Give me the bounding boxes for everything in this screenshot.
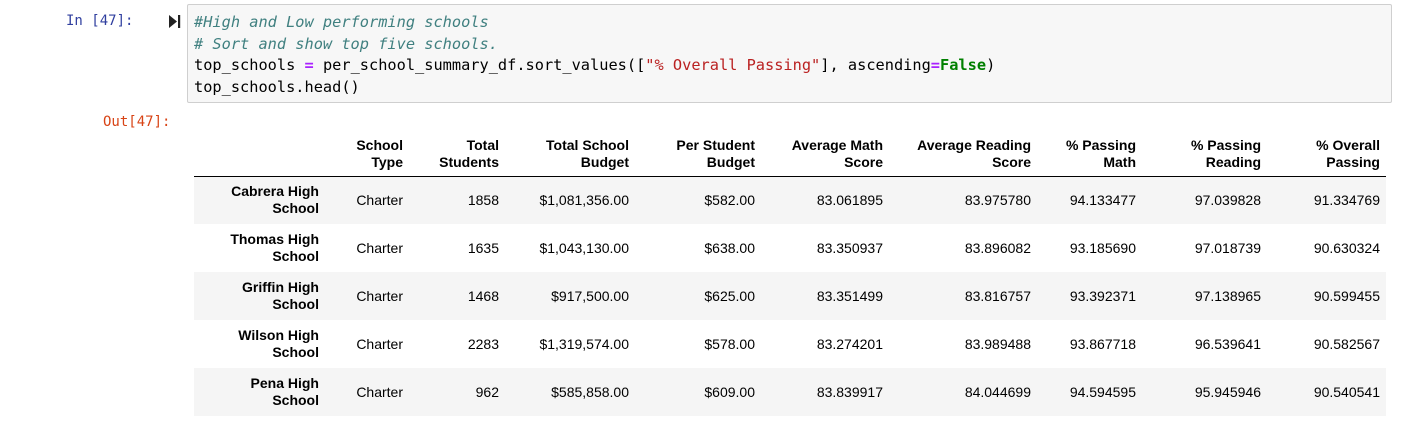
code-token: top_schools.head() <box>194 77 360 96</box>
run-cell-icon[interactable] <box>168 14 181 29</box>
code-token: ], ascending <box>820 56 931 74</box>
table-cell: 83.351499 <box>816 288 883 304</box>
table-cell: $582.00 <box>704 192 755 209</box>
code-token: per_school_summary_df.sort_values([ <box>313 56 646 74</box>
table-cell: $585,858.00 <box>551 384 629 400</box>
table-cell: 90.630324 <box>1313 240 1380 256</box>
row-index: Cabrera High School <box>231 183 319 217</box>
table-cell: 90.599455 <box>1313 288 1380 304</box>
code-string: "% Overall Passing" <box>645 56 821 74</box>
table-cell: 1635 <box>467 240 499 256</box>
table-cell: $1,319,574.00 <box>539 336 629 352</box>
table-cell: 83.839917 <box>816 384 883 400</box>
table-cell: Charter <box>356 240 403 256</box>
table-cell: 84.044699 <box>964 384 1031 400</box>
table-cell: 2283 <box>467 336 499 352</box>
table-cell: 93.867718 <box>1069 336 1136 352</box>
code-operator: = <box>930 56 940 74</box>
code-comment: #High and Low performing schools <box>194 13 489 31</box>
index-header <box>194 132 325 177</box>
code-comment: # Sort and show top five schools. <box>194 34 498 53</box>
table-cell: Charter <box>356 336 403 352</box>
table-cell: 95.945946 <box>1194 384 1261 400</box>
code-editor[interactable]: #High and Low performing schools # Sort … <box>194 12 995 98</box>
table-header-row: School Type Total Students Total School Bud… <box>194 132 1386 177</box>
dataframe-table: School Type Total Students Total School Bud… <box>194 132 1386 416</box>
table-row: Griffin High School Charter 1468 $917,500… <box>194 272 1386 320</box>
column-header: % Overall Passing <box>1267 132 1386 177</box>
table-cell: 1468 <box>467 288 499 304</box>
table-cell: 91.334769 <box>1313 192 1380 209</box>
table-cell: $625.00 <box>704 288 755 304</box>
column-header: Average Reading Score <box>889 132 1037 177</box>
table-cell: 83.975780 <box>964 192 1031 209</box>
column-header: Per Student Budget <box>635 132 761 177</box>
table-cell: 94.594595 <box>1069 384 1136 400</box>
table-cell: $1,081,356.00 <box>539 192 629 209</box>
table-cell: 1858 <box>467 192 499 209</box>
table-cell: Charter <box>356 288 403 304</box>
row-index: Griffin High School <box>242 279 319 312</box>
table-cell: $638.00 <box>704 240 755 256</box>
table-cell: 93.185690 <box>1069 240 1136 256</box>
table-cell: 83.061895 <box>816 192 883 209</box>
table-cell: 96.539641 <box>1194 336 1261 352</box>
row-index: Wilson High School <box>238 327 319 360</box>
table-cell: 83.350937 <box>816 240 883 256</box>
output-prompt: Out[47]: <box>103 114 171 130</box>
table-cell: 83.989488 <box>964 336 1031 352</box>
code-cell[interactable]: #High and Low performing schools # Sort … <box>187 4 1392 103</box>
table-cell: $578.00 <box>704 336 755 352</box>
input-prompt: In [47]: <box>66 13 134 29</box>
column-header: Total Students <box>409 132 505 177</box>
column-header: Average Math Score <box>761 132 889 177</box>
column-header: School Type <box>325 132 409 177</box>
table-row: Pena High School Charter 962 $585,858.00 … <box>194 368 1386 416</box>
table-cell: Charter <box>356 384 403 400</box>
table-cell: 93.392371 <box>1069 288 1136 304</box>
code-token: top_schools <box>194 56 305 74</box>
table-cell: $917,500.00 <box>551 288 629 304</box>
code-operator: = <box>304 56 314 74</box>
table-cell: 97.138965 <box>1194 288 1261 304</box>
column-header: % Passing Reading <box>1142 132 1267 177</box>
table-row: Wilson High School Charter 2283 $1,319,57… <box>194 320 1386 368</box>
column-header: % Passing Math <box>1037 132 1142 177</box>
table-row: Thomas High School Charter 1635 $1,043,13… <box>194 224 1386 272</box>
table-cell: 97.039828 <box>1194 192 1261 209</box>
table-cell: 90.582567 <box>1313 336 1380 352</box>
code-keyword: False <box>940 56 987 74</box>
table-cell: 83.274201 <box>816 336 883 352</box>
table-cell: 90.540541 <box>1313 384 1380 400</box>
table-row: Cabrera High School Charter 1858 $1,081,3… <box>194 176 1386 224</box>
table-cell: 962 <box>475 384 499 400</box>
table-cell: 83.896082 <box>964 240 1031 256</box>
row-index: Thomas High School <box>230 231 319 264</box>
code-token: ) <box>986 56 996 74</box>
table-cell: Charter <box>356 192 403 209</box>
table-cell: 94.133477 <box>1069 192 1136 209</box>
column-header: Total School Budget <box>505 132 635 177</box>
table-cell: $609.00 <box>704 384 755 400</box>
table-cell: $1,043,130.00 <box>539 240 629 256</box>
table-cell: 83.816757 <box>964 288 1031 304</box>
table-cell: 97.018739 <box>1194 240 1261 256</box>
row-index: Pena High School <box>250 375 319 408</box>
